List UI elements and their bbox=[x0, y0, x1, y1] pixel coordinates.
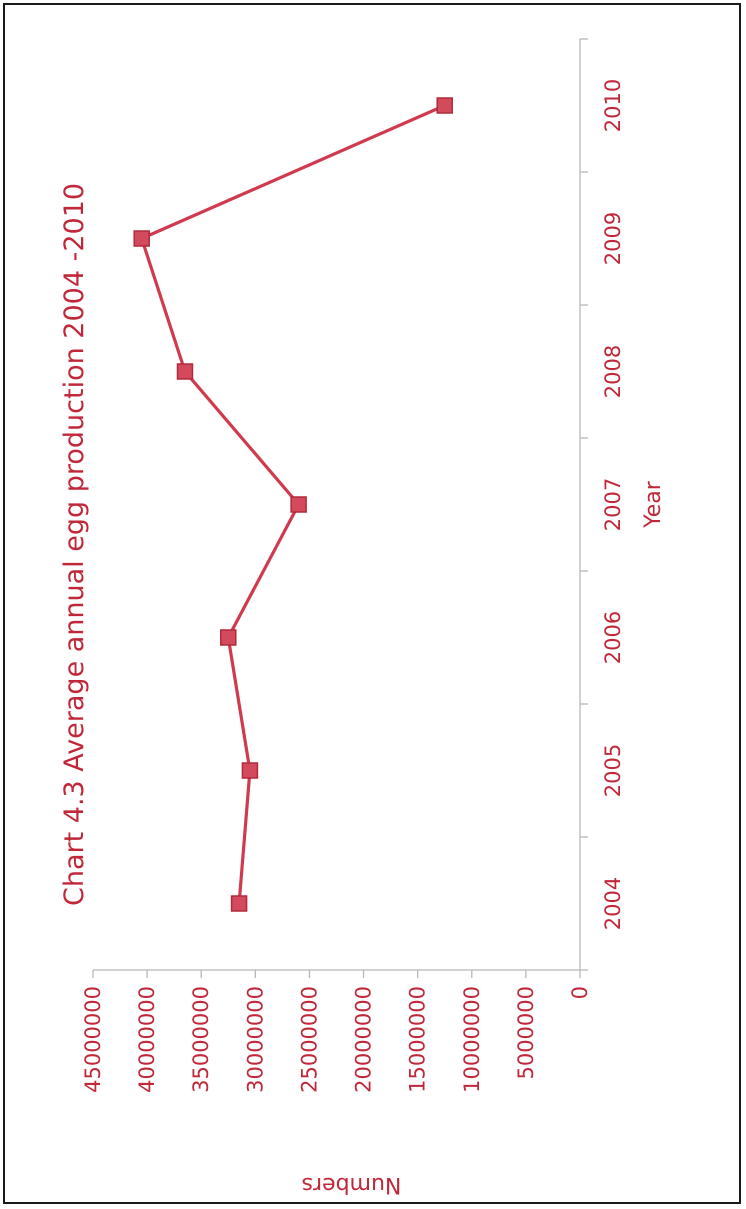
y-tick-label: 5000000 bbox=[514, 986, 538, 1080]
series-markers bbox=[133, 97, 453, 912]
y-tick-label: 15000000 bbox=[406, 986, 430, 1093]
data-point-marker bbox=[176, 363, 194, 380]
data-point-marker bbox=[290, 496, 307, 513]
egg-production-line-chart: 2004 2005 2006 2007 2008 2009 2010 0 5000000 100… bbox=[59, 38, 666, 1197]
y-tick-label: 10000000 bbox=[460, 986, 484, 1093]
x-tick-label: 2007 bbox=[601, 478, 625, 531]
x-tick-label: 2008 bbox=[601, 345, 625, 398]
y-axis-title: Numbers bbox=[302, 1172, 402, 1197]
x-tick-label: 2006 bbox=[601, 611, 625, 664]
y-tick-label: 35000000 bbox=[189, 986, 213, 1093]
data-point-marker bbox=[436, 97, 453, 114]
data-point-marker bbox=[220, 629, 237, 646]
data-point-marker bbox=[230, 895, 248, 912]
x-tick-label: 2010 bbox=[601, 79, 625, 132]
data-point-marker bbox=[133, 230, 150, 247]
scanned-page-frame: 2004 2005 2006 2007 2008 2009 2010 0 5000000 100… bbox=[3, 3, 741, 1204]
x-tick-label: 2009 bbox=[601, 212, 625, 265]
x-axis-title: Year bbox=[641, 480, 666, 529]
x-tick-label: 2004 bbox=[601, 877, 625, 930]
y-axis-ticks: 0 5000000 10000000 15000000 20000000 25000000… bbox=[81, 970, 592, 1093]
y-tick-label: 25000000 bbox=[297, 986, 321, 1093]
x-axis-ticks: 2004 2005 2006 2007 2008 2009 2010 bbox=[580, 38, 625, 971]
y-tick-label: 40000000 bbox=[135, 986, 159, 1093]
y-tick-label: 20000000 bbox=[352, 986, 376, 1093]
y-tick-label: 45000000 bbox=[81, 986, 105, 1093]
y-tick-label: 0 bbox=[568, 986, 592, 999]
y-tick-label: 30000000 bbox=[243, 986, 267, 1093]
x-tick-label: 2005 bbox=[601, 744, 625, 797]
chart-title: Chart 4.3 Average annual egg production … bbox=[59, 183, 90, 906]
data-point-marker bbox=[241, 762, 259, 779]
